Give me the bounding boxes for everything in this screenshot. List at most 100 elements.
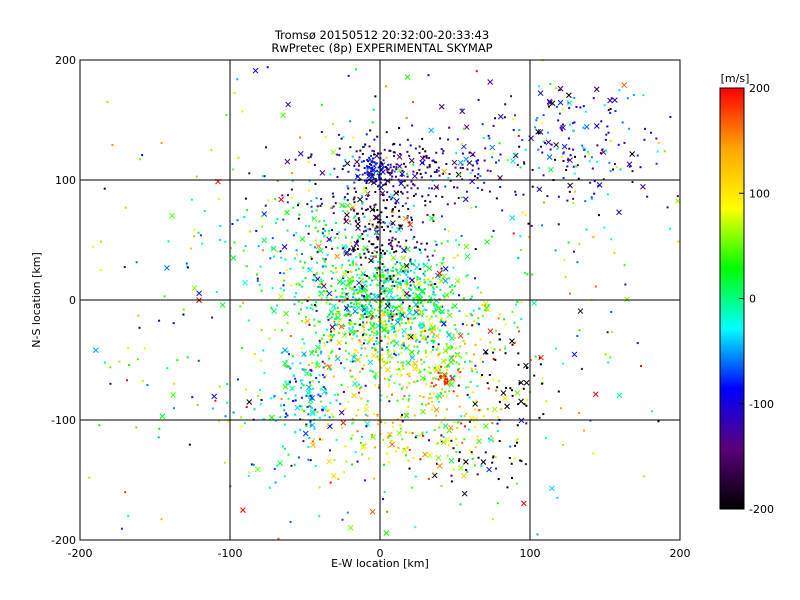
scatter-dot (432, 335, 435, 338)
scatter-dot (592, 235, 595, 238)
scatter-dot (373, 477, 376, 480)
scatter-dot (450, 474, 453, 477)
scatter-dot (497, 317, 500, 320)
scatter-dot (383, 311, 386, 314)
scatter-x-marker (518, 379, 524, 386)
scatter-dot (280, 329, 283, 332)
scatter-dot (446, 378, 449, 381)
scatter-dot (324, 291, 327, 294)
scatter-x-marker (261, 237, 268, 244)
scatter-dot (498, 159, 501, 162)
scatter-x-marker (436, 270, 443, 277)
scatter-dot (276, 464, 279, 467)
scatter-dot (407, 405, 410, 408)
scatter-dot (352, 260, 355, 263)
scatter-dot (290, 284, 293, 287)
scatter-dot (435, 414, 438, 417)
scatter-dot (409, 288, 412, 291)
scatter-dot (436, 315, 439, 318)
scatter-dot (386, 168, 389, 171)
scatter-dot (349, 241, 352, 244)
scatter-dot (454, 337, 457, 340)
scatter-dot (255, 229, 258, 232)
scatter-dot (427, 194, 430, 197)
scatter-dot (314, 246, 317, 249)
scatter-dot (435, 195, 438, 198)
scatter-dot (409, 269, 412, 272)
scatter-dot (516, 326, 519, 329)
scatter-dot (386, 191, 389, 194)
scatter-x-marker (592, 391, 599, 398)
scatter-dot (290, 188, 293, 191)
scatter-dot (299, 136, 302, 139)
scatter-dot (324, 265, 327, 268)
scatter-dot (374, 347, 377, 350)
scatter-dot (380, 211, 383, 214)
scatter-dot (371, 225, 374, 228)
scatter-dot (423, 281, 426, 284)
scatter-dot (593, 180, 596, 183)
scatter-dot (432, 368, 435, 371)
scatter-dot (339, 402, 342, 405)
scatter-dot (350, 437, 353, 440)
scatter-dot (398, 127, 401, 130)
scatter-dot (460, 234, 463, 237)
scatter-x-marker (396, 430, 403, 436)
scatter-dot (182, 308, 185, 311)
scatter-dot (395, 341, 398, 344)
scatter-dot (127, 514, 130, 517)
scatter-dot (379, 275, 382, 278)
scatter-dot (360, 194, 363, 197)
scatter-dot (299, 428, 302, 431)
scatter-dot (421, 195, 424, 198)
scatter-dot (439, 320, 442, 323)
scatter-dot (448, 428, 451, 431)
scatter-dot (584, 200, 587, 203)
scatter-dot (322, 373, 325, 376)
scatter-dot (476, 435, 479, 438)
scatter-dot (561, 155, 564, 158)
scatter-dot (383, 266, 386, 269)
scatter-dot (412, 237, 415, 240)
scatter-dot (448, 365, 451, 368)
scatter-dot (403, 447, 406, 450)
scatter-x-marker (462, 196, 469, 203)
scatter-x-marker (355, 225, 361, 232)
scatter-dot (406, 197, 409, 200)
scatter-dot (287, 353, 290, 356)
scatter-dot (109, 382, 112, 385)
scatter-dot (311, 308, 314, 311)
scatter-dot (359, 317, 362, 320)
scatter-dot (414, 147, 417, 150)
scatter-dot (340, 137, 343, 140)
scatter-dot (474, 277, 477, 280)
scatter-dot (360, 347, 363, 350)
scatter-dot (321, 202, 324, 205)
scatter-dot (358, 218, 361, 221)
scatter-dot (476, 176, 479, 179)
scatter-x-marker (463, 124, 470, 130)
scatter-dot (393, 142, 396, 145)
scatter-dot (514, 114, 517, 117)
scatter-dot (297, 282, 300, 285)
scatter-dot (279, 404, 282, 407)
scatter-dot (327, 423, 330, 426)
scatter-dot (319, 352, 322, 355)
scatter-dot (412, 204, 415, 207)
scatter-dot (397, 241, 400, 244)
scatter-dot (373, 181, 376, 184)
scatter-dot (607, 361, 610, 364)
scatter-dot (106, 101, 109, 104)
scatter-dot (461, 441, 464, 444)
scatter-x-marker (457, 465, 464, 471)
scatter-dot (332, 271, 335, 274)
scatter-dot (383, 364, 386, 367)
scatter-dot (414, 361, 417, 364)
scatter-dot (451, 288, 454, 291)
scatter-dot (605, 149, 608, 152)
scatter-dot (295, 292, 298, 295)
scatter-dot (266, 66, 269, 69)
scatter-dot (430, 187, 433, 190)
scatter-dot (282, 218, 285, 221)
scatter-dot (295, 283, 298, 286)
